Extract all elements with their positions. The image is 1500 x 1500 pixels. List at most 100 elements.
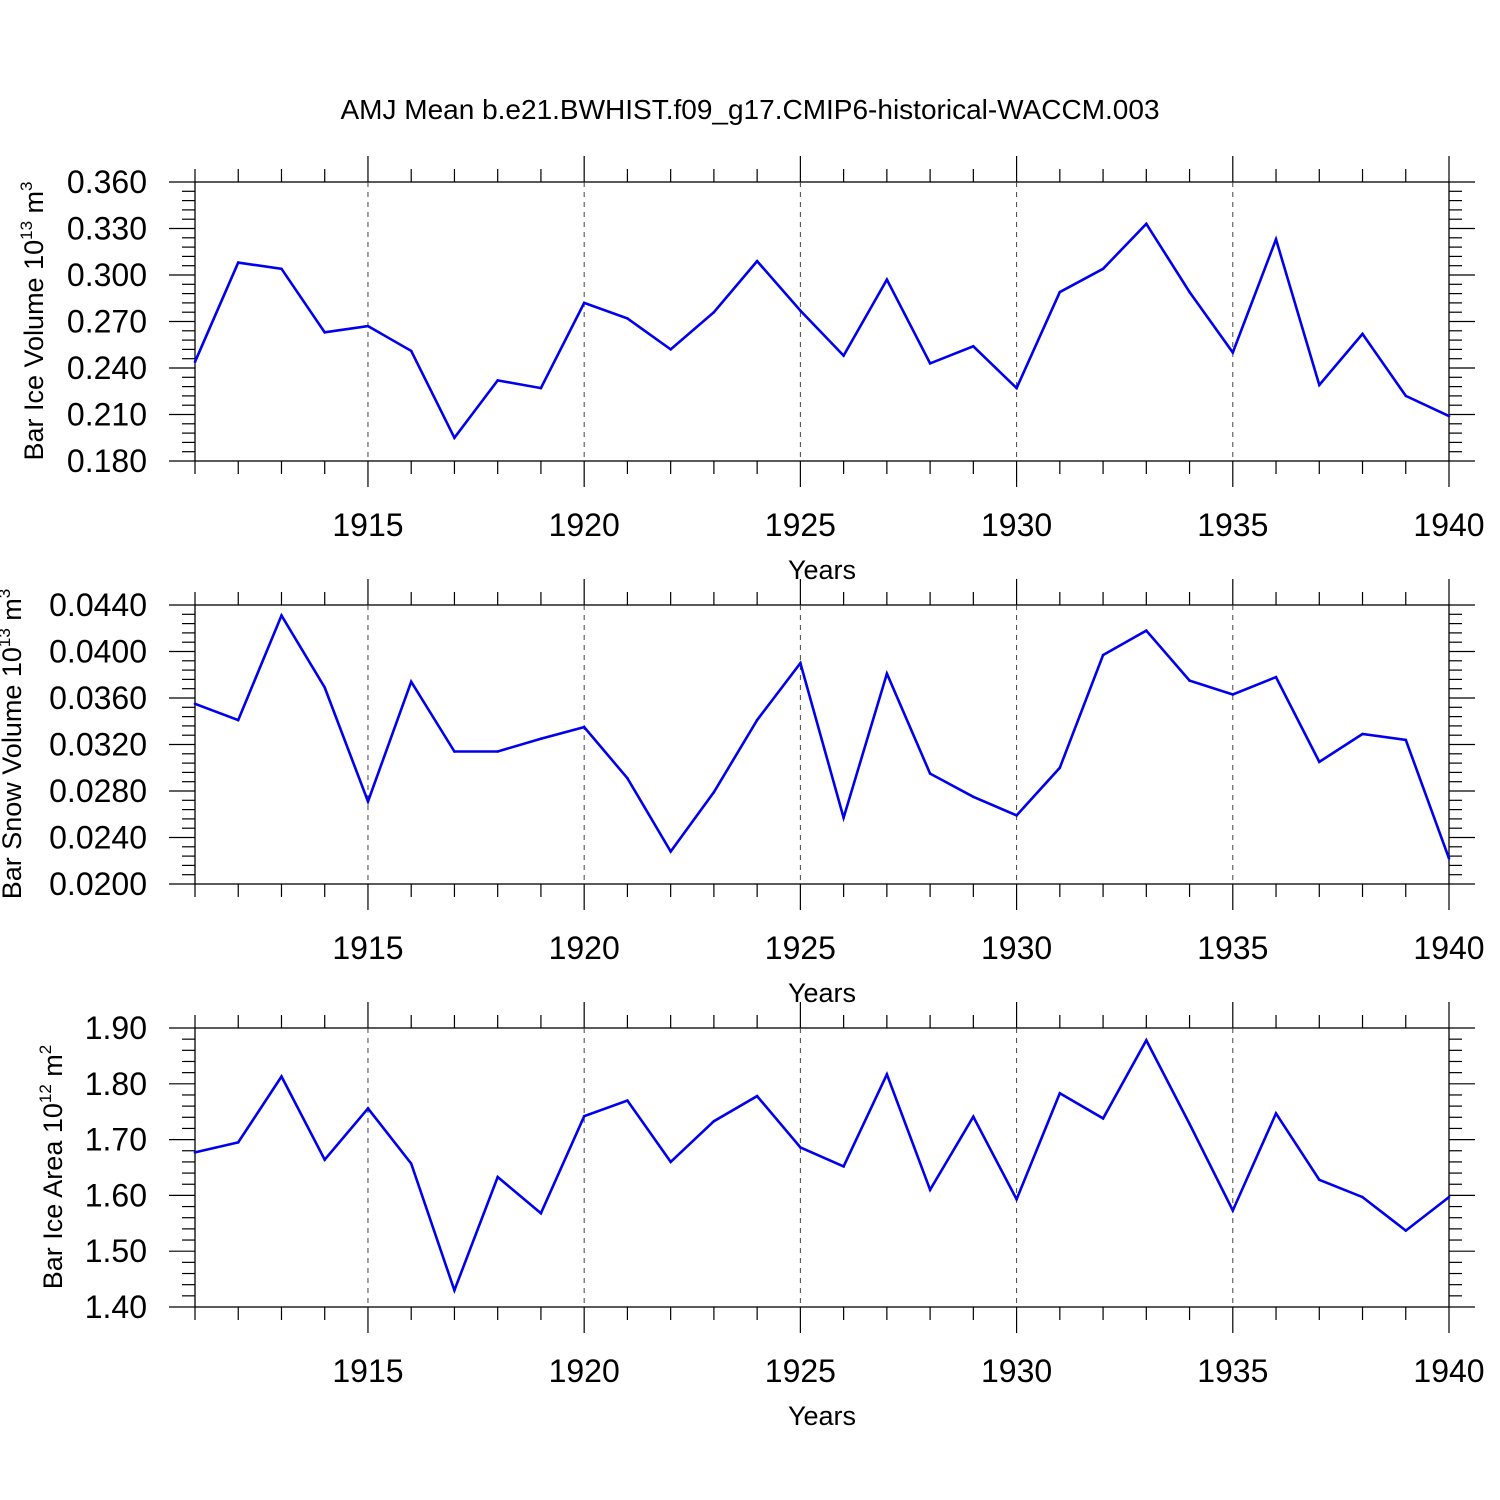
data-point [453, 750, 456, 753]
data-point [1274, 238, 1278, 241]
y-tick-label: 0.0440 [49, 587, 147, 623]
data-point [928, 772, 932, 775]
data-point [366, 324, 370, 328]
x-tick-labels: 1915 1920 1925 1930 1935 1940 [332, 507, 1484, 543]
data-point [669, 1160, 672, 1164]
x-tick-label: 1935 [1197, 930, 1268, 966]
data-point [1145, 1038, 1148, 1042]
data-point [1361, 732, 1364, 736]
x-grid [367, 1028, 1234, 1307]
data-point [539, 386, 543, 390]
y-axis-label-exponent: 12 [36, 1084, 55, 1103]
panel-ice-area: 1915 1920 1925 1930 1935 1940 1.40 1.50 1.60 1.7… [36, 1002, 1485, 1431]
data-point [453, 436, 456, 440]
tick-marks [169, 579, 1475, 910]
data-point [496, 379, 499, 382]
y-axis-label-unit: m [38, 1054, 68, 1084]
series-line [194, 1037, 1450, 1295]
y-axis-label: Bar Ice Area 1012 m2 [36, 1045, 68, 1290]
data-point [323, 1158, 327, 1161]
x-tick-label: 1925 [765, 1353, 836, 1389]
data-point [236, 718, 240, 722]
x-tick-label: 1920 [549, 1353, 620, 1389]
y-tick-label: 0.0240 [49, 820, 147, 856]
data-point [1404, 394, 1408, 398]
data-point [755, 259, 759, 263]
y-tick-label: 1.60 [85, 1177, 147, 1213]
data-point [626, 1099, 629, 1102]
series-points [193, 1038, 1451, 1292]
data-point [1361, 332, 1364, 336]
series-points [193, 222, 1451, 440]
y-tick-label: 0.360 [67, 164, 147, 200]
y-tick-label: 0.330 [67, 211, 147, 247]
y-axis-label: Bar Snow Volume 1013 m3 [0, 589, 27, 900]
data-point [453, 1288, 456, 1292]
data-point [1145, 629, 1148, 632]
data-point [409, 349, 413, 353]
data-point [1015, 1198, 1018, 1201]
data-point [1447, 1195, 1451, 1199]
y-tick-label: 0.210 [67, 397, 147, 433]
data-point [885, 278, 889, 281]
data-point [409, 1162, 413, 1165]
x-tick-label: 1920 [549, 507, 620, 543]
data-point [1058, 290, 1062, 294]
data-point [496, 1175, 499, 1179]
y-tick-label: 0.0360 [49, 680, 147, 716]
data-point [669, 850, 672, 853]
data-point [755, 718, 759, 722]
data-point [712, 790, 716, 794]
x-tick-label: 1915 [332, 1353, 403, 1389]
data-point [236, 1141, 240, 1144]
data-point [582, 1114, 586, 1118]
data-point [1058, 766, 1062, 770]
data-point [323, 686, 327, 689]
y-tick-label: 0.0200 [49, 866, 147, 902]
data-point [799, 1146, 802, 1149]
data-point [972, 1115, 975, 1119]
y-axis-label-exponent: 13 [17, 221, 36, 240]
x-tick-label: 1935 [1197, 1353, 1268, 1389]
data-point [928, 1188, 932, 1192]
data-point [1145, 222, 1148, 226]
data-point [193, 1151, 197, 1154]
data-point [1274, 675, 1278, 679]
y-tick-label: 0.270 [67, 304, 147, 340]
tick-marks [169, 1002, 1475, 1333]
data-point [669, 348, 672, 351]
data-point [1317, 760, 1321, 764]
x-tick-label: 1940 [1413, 507, 1484, 543]
y-axis-label-unit-exponent: 3 [17, 181, 36, 190]
data-point [582, 301, 586, 305]
data-point [842, 354, 845, 357]
data-point [1101, 1117, 1105, 1120]
y-axis-label-base: Bar Ice Volume 10 [19, 240, 49, 461]
series-line [194, 612, 1451, 859]
plot-frame [194, 1027, 1450, 1308]
data-point [842, 816, 845, 820]
y-axis-label-base: Bar Snow Volume 10 [0, 647, 27, 899]
data-point [972, 795, 975, 799]
y-tick-label: 0.0280 [49, 773, 147, 809]
x-grid [367, 605, 1234, 884]
x-tick-labels: 1915 1920 1925 1930 1935 1940 [332, 1353, 1484, 1389]
x-tick-labels: 1915 1920 1925 1930 1935 1940 [332, 930, 1484, 966]
data-point [1231, 693, 1235, 696]
y-axis-label-exponent: 13 [0, 628, 14, 647]
data-point [1404, 738, 1408, 742]
data-point [193, 702, 197, 706]
y-axis-label: Bar Ice Volume 1013 m3 [17, 181, 49, 460]
data-point [928, 362, 932, 365]
data-point [1317, 1178, 1321, 1182]
data-point [799, 309, 802, 312]
tick-marks [169, 156, 1475, 487]
y-axis-label-base: Bar Ice Area 10 [38, 1103, 68, 1289]
data-point [236, 261, 240, 264]
data-point [885, 1073, 889, 1076]
y-tick-label: 1.50 [85, 1233, 147, 1269]
data-point [1015, 386, 1018, 390]
y-tick-label: 0.0320 [49, 727, 147, 763]
data-point [193, 360, 197, 364]
